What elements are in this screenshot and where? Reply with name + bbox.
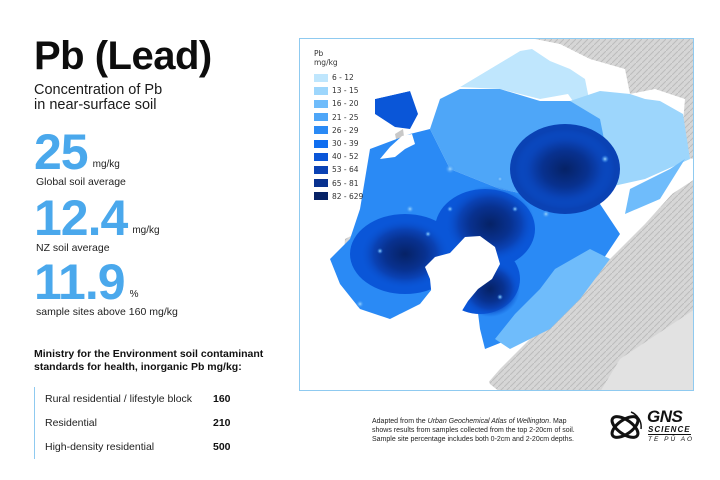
legend-swatch (314, 126, 328, 135)
source-title: Urban Geochemical Atlas of Wellington (427, 418, 550, 425)
stat-value: 12.4 (34, 190, 128, 246)
stat-value: 25 (34, 124, 89, 180)
gns-science-logo: GNS SCIENCE TE PŪ AO (607, 408, 697, 446)
legend-swatch (314, 139, 328, 148)
stat-unit: mg/kg (92, 159, 120, 170)
standard-value: 500 (213, 441, 231, 453)
legend-item: 40 - 52 (314, 150, 363, 163)
standard-row-high-density: High-density residential 500 (45, 435, 284, 459)
standard-row-residential: Residential 210 (45, 411, 284, 435)
standards-list: Rural residential / lifestyle block 160 … (34, 387, 284, 459)
stat-unit: % (129, 289, 139, 300)
standard-value: 210 (213, 417, 231, 429)
legend-item: 82 - 629 (314, 190, 363, 203)
gns-emblem-icon (610, 411, 642, 439)
stat-label: Global soil average (36, 176, 126, 188)
map-graphic: Pb mg/kg 6 - 12 13 - 15 16 - 20 21 - 25 … (300, 39, 693, 390)
legend-swatch (314, 192, 328, 201)
legend-swatch (314, 73, 328, 82)
legend-item: 16 - 20 (314, 97, 363, 110)
legend-swatch (314, 165, 328, 174)
stat-label: sample sites above 160 mg/kg (36, 306, 178, 318)
standard-value: 160 (213, 393, 231, 405)
harbour-water (300, 39, 530, 390)
standards-heading: Ministry for the Environment soil contam… (34, 348, 264, 373)
legend-item: 30 - 39 (314, 137, 363, 150)
source-footnote: Adapted from the Urban Geochemical Atlas… (372, 418, 575, 443)
legend-item: 13 - 15 (314, 84, 363, 97)
standard-row-rural: Rural residential / lifestyle block 160 (45, 387, 284, 411)
legend-swatch (314, 152, 328, 161)
concentration-map: Pb mg/kg 6 - 12 13 - 15 16 - 20 21 - 25 … (299, 38, 694, 391)
legend-item: 6 - 12 (314, 71, 363, 84)
legend-swatch (314, 179, 328, 188)
standard-label: Residential (45, 417, 97, 429)
stat-sites-above-threshold: 11.9% sample sites above 160 mg/kg (34, 254, 178, 318)
stat-nz-average: 12.4 mg/kg NZ soil average (34, 190, 160, 254)
legend-swatch (314, 99, 328, 108)
legend-item: 26 - 29 (314, 124, 363, 137)
standard-label: Rural residential / lifestyle block (45, 393, 193, 405)
legend-swatch (314, 113, 328, 122)
logo-wordmark: GNS (647, 407, 683, 426)
standards-section: Ministry for the Environment soil contam… (34, 348, 294, 459)
page-subtitle: Concentration of Pb in near-surface soil (34, 82, 163, 113)
legend-swatch (314, 86, 328, 95)
stat-unit: mg/kg (132, 225, 160, 236)
stat-value: 11.9 (34, 254, 126, 310)
legend-title: Pb mg/kg (314, 49, 338, 67)
stat-global-average: 25 mg/kg Global soil average (34, 124, 126, 188)
legend-item: 53 - 64 (314, 163, 363, 176)
page-title: Pb (Lead) (34, 34, 212, 78)
standard-label: High-density residential (45, 441, 155, 453)
map-legend: Pb mg/kg 6 - 12 13 - 15 16 - 20 21 - 25 … (314, 49, 363, 203)
header: Pb (Lead) Concentration of Pb in near-su… (34, 36, 284, 113)
legend-item: 21 - 25 (314, 111, 363, 124)
logo-maori: TE PŪ AO (648, 436, 695, 443)
logo-science: SCIENCE (648, 425, 691, 435)
stat-label: NZ soil average (36, 242, 110, 254)
legend-item: 65 - 81 (314, 177, 363, 190)
